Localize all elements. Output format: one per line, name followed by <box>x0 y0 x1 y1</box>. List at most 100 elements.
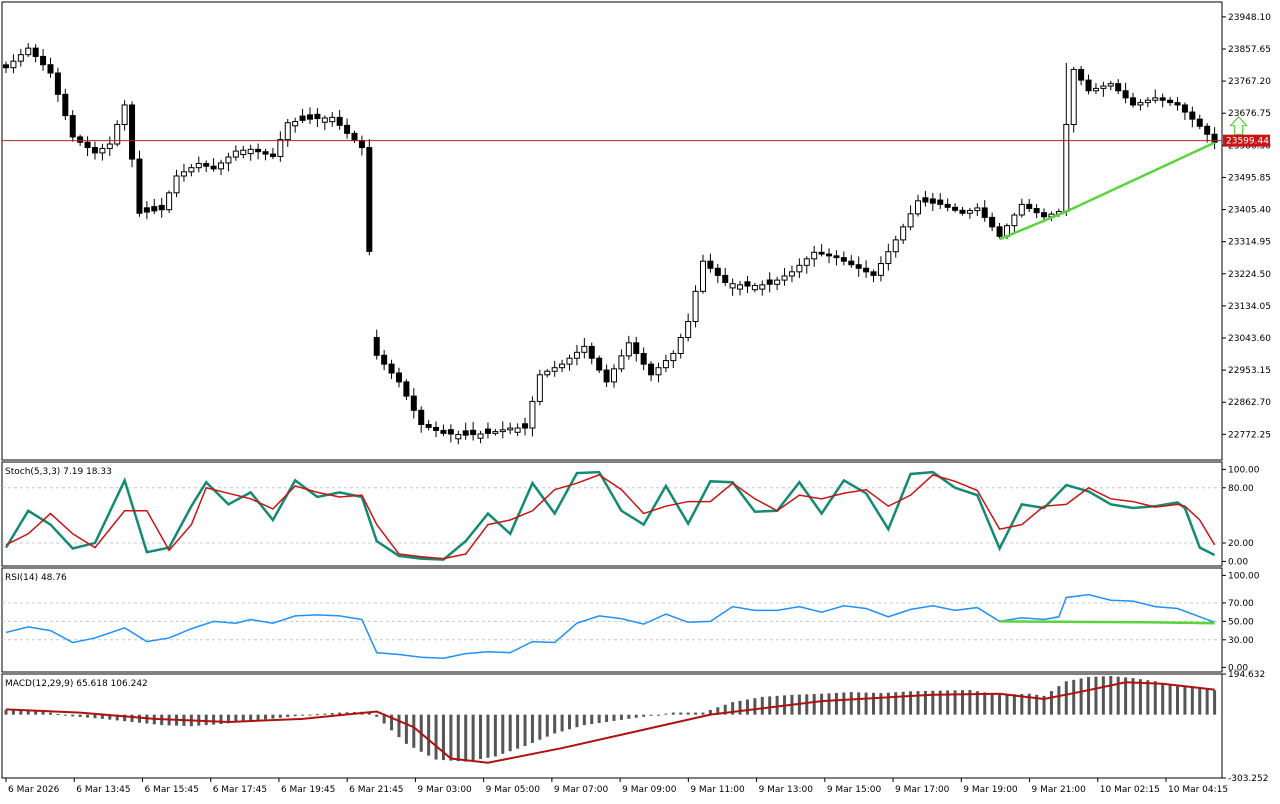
candle[interactable] <box>180 171 187 177</box>
candle[interactable] <box>588 345 595 359</box>
candle[interactable] <box>40 55 47 66</box>
candle[interactable] <box>484 428 491 434</box>
candle[interactable] <box>818 251 825 255</box>
rsi-rsi-line[interactable] <box>5 593 1215 659</box>
candle[interactable] <box>470 429 477 436</box>
candle[interactable] <box>1070 68 1077 125</box>
candle[interactable] <box>47 64 54 74</box>
candle[interactable] <box>944 203 951 208</box>
candle[interactable] <box>781 275 788 281</box>
candle[interactable] <box>84 141 91 149</box>
candle[interactable] <box>507 427 514 431</box>
candle[interactable] <box>336 116 343 126</box>
candle[interactable] <box>381 354 388 365</box>
candle[interactable] <box>699 260 706 292</box>
candle[interactable] <box>188 167 195 173</box>
buy-arrow-icon[interactable] <box>1229 115 1248 136</box>
candle[interactable] <box>17 54 24 62</box>
candle[interactable] <box>529 400 536 429</box>
candle[interactable] <box>989 216 996 228</box>
candle[interactable] <box>358 139 365 149</box>
candle[interactable] <box>418 409 425 425</box>
candle[interactable] <box>329 116 336 123</box>
candle[interactable] <box>440 429 447 434</box>
candle[interactable] <box>522 423 529 429</box>
candle[interactable] <box>744 281 751 287</box>
candle[interactable] <box>1189 111 1196 120</box>
candle[interactable] <box>395 372 402 383</box>
candle[interactable] <box>633 342 640 354</box>
candle[interactable] <box>1092 87 1099 92</box>
candle[interactable] <box>863 267 870 273</box>
candle[interactable] <box>596 357 603 371</box>
candle[interactable] <box>566 357 573 365</box>
candle[interactable] <box>410 395 417 411</box>
candle[interactable] <box>751 284 758 291</box>
candle[interactable] <box>1018 203 1025 216</box>
candle[interactable] <box>173 175 180 194</box>
candle[interactable] <box>1085 79 1092 92</box>
candle[interactable] <box>803 258 810 266</box>
candle[interactable] <box>277 139 284 157</box>
candle[interactable] <box>907 213 914 228</box>
candle[interactable] <box>1063 123 1070 212</box>
candle[interactable] <box>870 271 877 276</box>
candle[interactable] <box>284 122 291 141</box>
candle[interactable] <box>99 147 106 154</box>
candle[interactable] <box>1011 214 1018 227</box>
candle[interactable] <box>1100 85 1107 89</box>
candle[interactable] <box>737 284 744 290</box>
candle[interactable] <box>62 93 69 117</box>
candle[interactable] <box>321 117 328 123</box>
candle[interactable] <box>929 198 936 204</box>
candle[interactable] <box>573 351 580 359</box>
candle[interactable] <box>240 149 247 155</box>
candle[interactable] <box>1137 102 1144 106</box>
candle[interactable] <box>729 283 736 289</box>
candle[interactable] <box>351 132 358 141</box>
candle[interactable] <box>477 433 484 439</box>
candle[interactable] <box>1130 97 1137 106</box>
candle[interactable] <box>996 226 1003 237</box>
stoch-signal-line[interactable] <box>5 474 1216 560</box>
candle[interactable] <box>551 367 558 372</box>
candle[interactable] <box>210 165 217 170</box>
candle[interactable] <box>77 136 84 143</box>
candle[interactable] <box>1033 208 1040 214</box>
candle[interactable] <box>974 207 981 212</box>
rsi-rsi-divergence-line[interactable] <box>999 620 1215 625</box>
candle[interactable] <box>581 345 588 353</box>
candle[interactable] <box>129 104 136 160</box>
candle[interactable] <box>848 260 855 266</box>
candle[interactable] <box>774 279 781 285</box>
candle[interactable] <box>766 279 773 285</box>
candle[interactable] <box>603 369 610 383</box>
candle[interactable] <box>269 153 276 157</box>
candle[interactable] <box>514 427 521 433</box>
candle[interactable] <box>499 429 506 433</box>
candle[interactable] <box>1152 97 1159 101</box>
candle[interactable] <box>796 264 803 273</box>
candle[interactable] <box>447 429 454 435</box>
candle[interactable] <box>114 123 121 145</box>
candle[interactable] <box>833 255 840 259</box>
candle[interactable] <box>885 251 892 265</box>
candle[interactable] <box>959 209 966 214</box>
candle[interactable] <box>25 47 32 56</box>
candle[interactable] <box>32 47 39 57</box>
candle[interactable] <box>811 251 818 260</box>
candle[interactable] <box>877 263 884 276</box>
candle[interactable] <box>1204 125 1211 135</box>
candle[interactable] <box>618 355 625 370</box>
candle[interactable] <box>158 204 165 211</box>
candle[interactable] <box>952 206 959 211</box>
candle[interactable] <box>225 156 232 164</box>
candle[interactable] <box>1041 212 1048 218</box>
candle[interactable] <box>247 148 254 155</box>
candle[interactable] <box>1115 83 1122 92</box>
candle[interactable] <box>203 163 210 167</box>
candle[interactable] <box>10 60 17 69</box>
candle[interactable] <box>1122 90 1129 99</box>
